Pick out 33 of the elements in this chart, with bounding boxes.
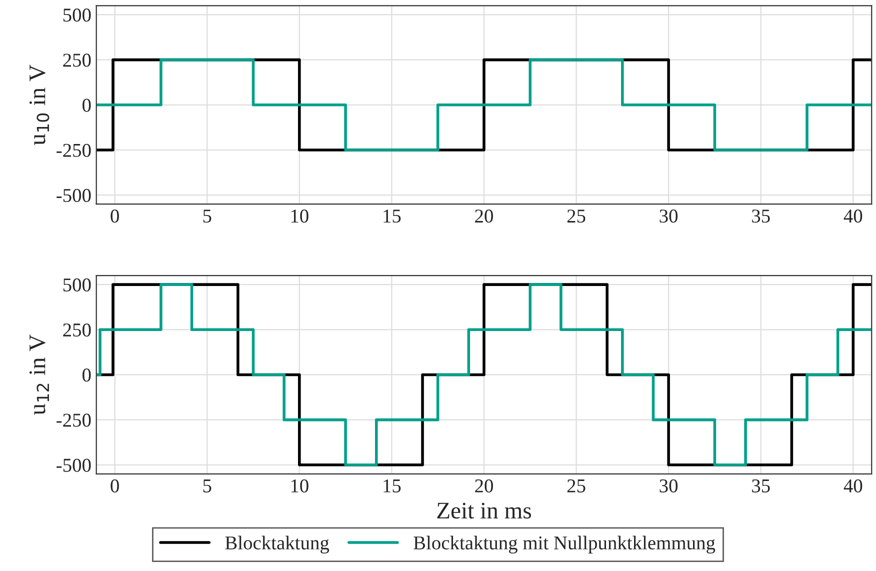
x-tick-label: 40 xyxy=(844,210,862,223)
y-tick-label: -250 xyxy=(56,144,91,157)
y-tick-label: 0 xyxy=(82,368,91,382)
x-tick-label: 10 xyxy=(291,210,308,223)
x-tick-label: 30 xyxy=(660,210,678,223)
x-tick-label: 0 xyxy=(110,210,119,223)
legend-label: Blocktaktung mit Nullpunktklemmung xyxy=(414,536,716,554)
x-tick-label: 25 xyxy=(567,479,586,492)
y-tick-label: 500 xyxy=(63,8,91,22)
x-tick-label: 20 xyxy=(475,479,493,492)
x-tick-label: 20 xyxy=(475,210,493,223)
y-tick-label: -250 xyxy=(56,414,91,427)
y-tick-label: 250 xyxy=(63,54,91,67)
y-axis-title: u$_{10}$ in V xyxy=(29,64,50,146)
x-tick-label: 25 xyxy=(567,210,586,223)
x-tick-label: 35 xyxy=(752,479,770,492)
x-axis-title: Zeit in ms xyxy=(437,502,532,519)
y-tick-label: -500 xyxy=(56,188,91,202)
y-tick-label: -500 xyxy=(56,458,91,472)
y-tick-label: 250 xyxy=(63,323,91,337)
x-tick-label: 10 xyxy=(291,479,308,492)
x-tick-label: 35 xyxy=(752,210,770,223)
y-tick-label: 500 xyxy=(63,278,91,292)
y-axis-title: u$_{12}$ in V xyxy=(29,334,49,415)
x-tick-label: 0 xyxy=(110,479,119,492)
x-tick-label: 30 xyxy=(660,479,678,492)
x-tick-label: 5 xyxy=(203,480,212,492)
x-tick-label: 15 xyxy=(384,210,401,223)
x-tick-label: 5 xyxy=(203,210,212,223)
y-tick-label: 0 xyxy=(82,98,91,112)
legend-label: Blocktaktung xyxy=(225,536,330,554)
x-tick-label: 40 xyxy=(844,479,862,492)
x-tick-label: 15 xyxy=(384,479,401,492)
